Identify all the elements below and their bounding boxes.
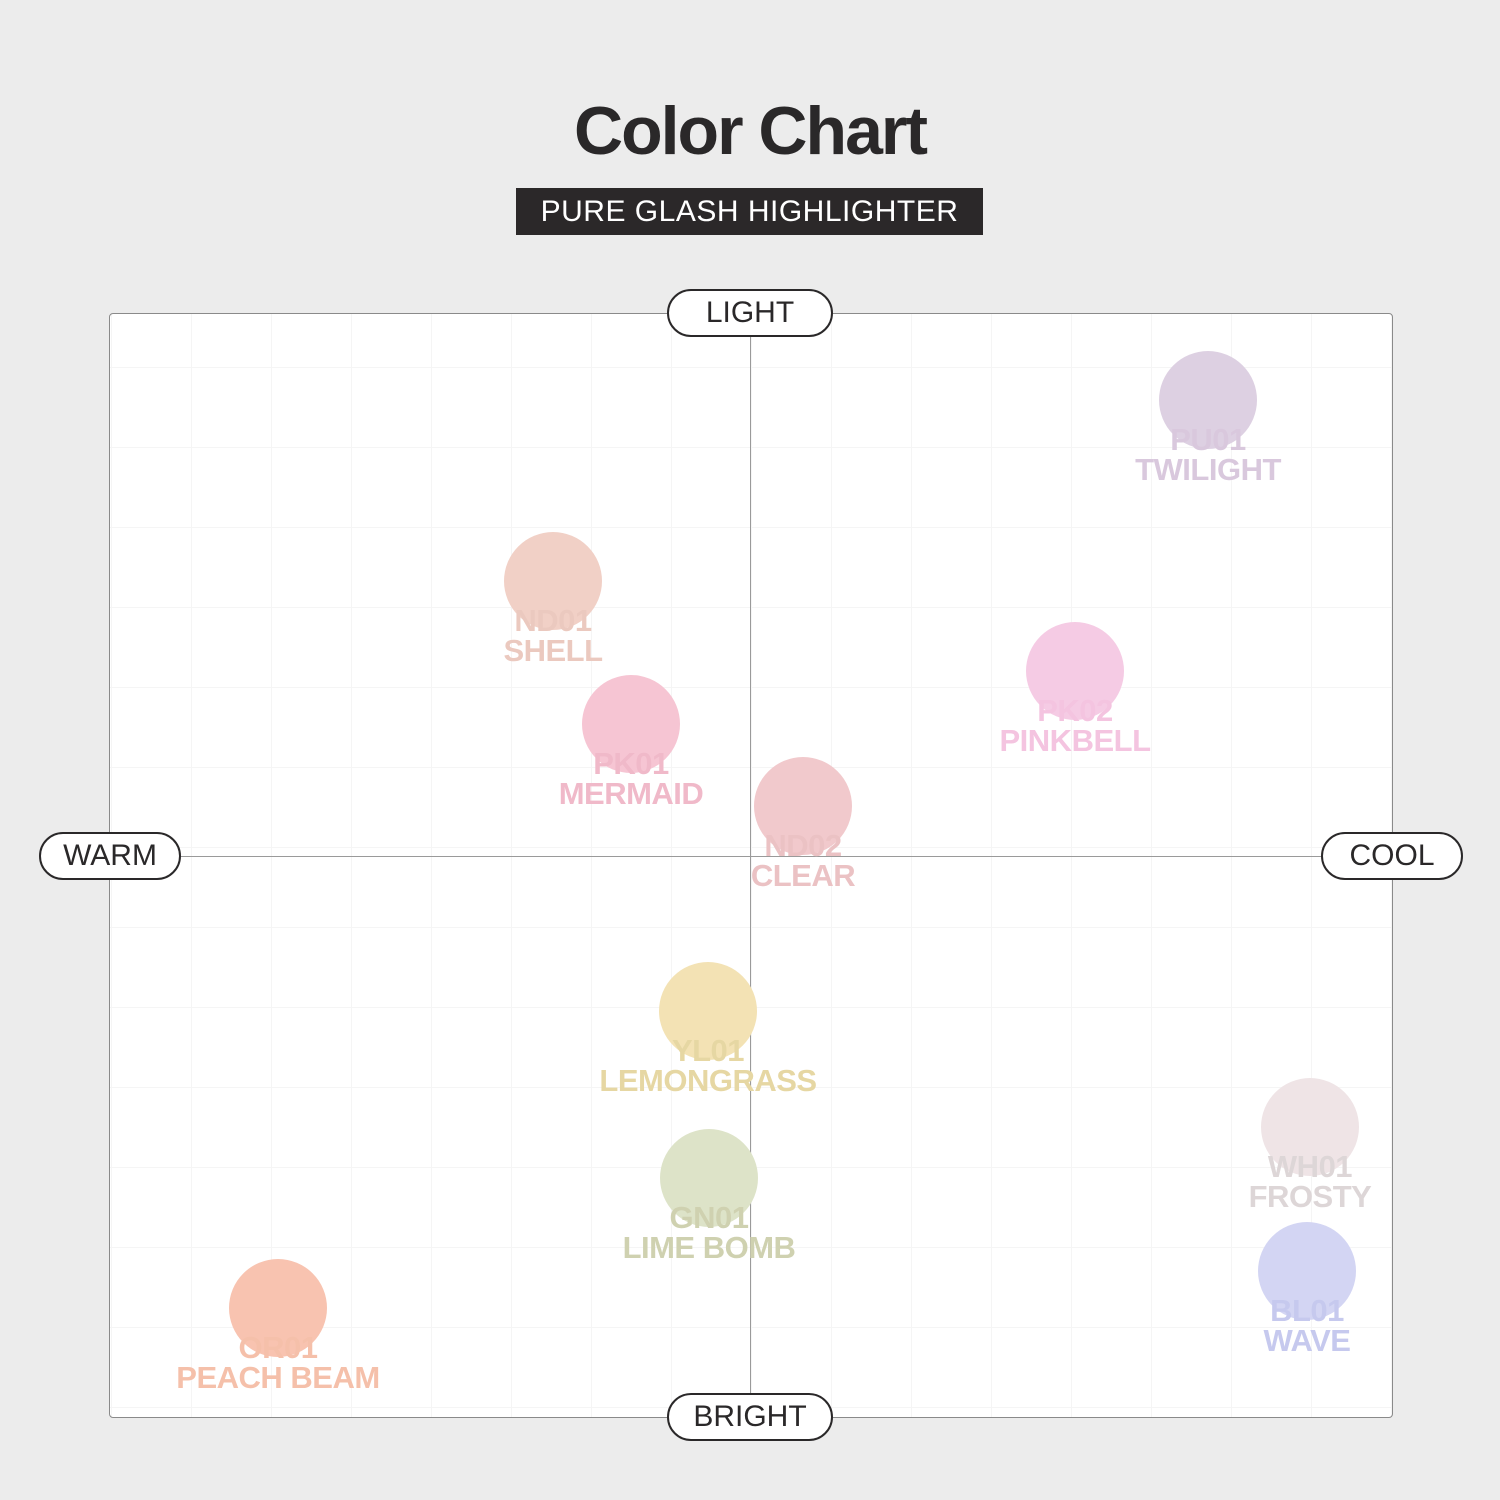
swatch-code: BL01 [1270,1293,1344,1328]
swatch-code: WH01 [1267,1149,1353,1184]
page-title: Color Chart [574,93,928,169]
swatch-circle [229,1259,327,1357]
swatch-nd02: ND02 CLEAR [683,757,923,891]
swatch-circle [1026,622,1124,720]
swatch-circle [754,757,852,855]
axis-label-cool: COOL [1321,832,1463,880]
swatch-nd01: ND01 SHELL [433,532,673,666]
swatch-code: ND01 [514,603,592,638]
swatch-name: SHELL [503,633,603,668]
swatch-wh01: WH01 FROSTY [1190,1078,1430,1212]
swatch-pk01: PK01 MERMAID [511,675,751,809]
swatch-circle [1159,351,1257,449]
product-subtitle: PURE GLASH HIGHLIGHTER [516,188,983,235]
swatch-code: PK02 [1037,693,1113,728]
swatch-code: ND02 [764,828,842,863]
swatch-name: LIME BOMB [622,1230,796,1265]
swatch-code: PU01 [1170,422,1246,457]
swatch-name: LEMONGRASS [599,1063,817,1098]
swatch-circle [582,675,680,773]
swatch-code: GN01 [669,1200,749,1235]
axis-label-light: LIGHT [667,289,833,337]
horizontal-axis [109,856,1392,857]
swatch-name: PINKBELL [999,723,1152,758]
swatch-name: PEACH BEAM [176,1360,380,1395]
swatch-gn01: GN01 LIME BOMB [589,1129,829,1263]
swatch-circle [659,962,757,1060]
axis-label-bright: BRIGHT [667,1393,833,1441]
swatch-pu01: PU01 TWILIGHT [1088,351,1328,485]
swatch-pk02: PK02 PINKBELL [955,622,1195,756]
swatch-name: CLEAR [750,858,856,893]
swatch-name: MERMAID [558,776,704,811]
swatch-code: YL01 [671,1033,745,1068]
swatch-circle [660,1129,758,1227]
swatch-or01: OR01 PEACH BEAM [158,1259,398,1393]
swatch-circle [504,532,602,630]
swatch-name: FROSTY [1248,1179,1372,1214]
chart-plot-area [109,313,1393,1418]
vertical-axis [750,313,751,1417]
swatch-code: PK01 [593,746,669,781]
axis-label-warm: WARM [39,832,181,880]
swatch-name: WAVE [1263,1323,1352,1358]
swatch-code: OR01 [238,1330,318,1365]
swatch-yl01: YL01 LEMONGRASS [588,962,828,1096]
swatch-circle [1261,1078,1359,1176]
swatch-name: TWILIGHT [1135,452,1281,487]
swatch-bl01: BL01 WAVE [1187,1222,1427,1356]
swatch-circle [1258,1222,1356,1320]
